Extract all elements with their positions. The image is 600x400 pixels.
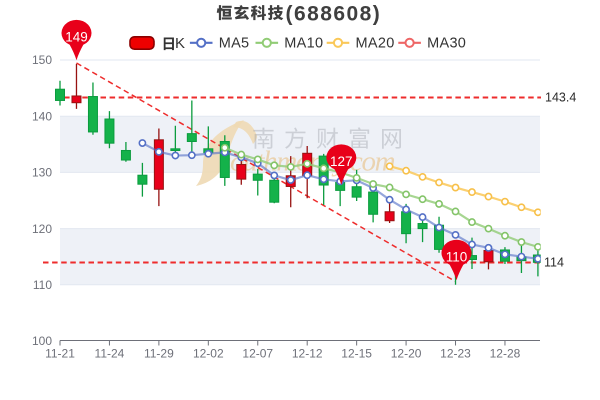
svg-text:K: K (175, 35, 185, 52)
svg-text:MA10: MA10 (284, 36, 323, 52)
svg-text:12-02: 12-02 (193, 347, 224, 361)
svg-text:130: 130 (32, 166, 52, 180)
svg-text:127: 127 (330, 154, 353, 169)
svg-text:110: 110 (33, 278, 52, 292)
svg-text:12-20: 12-20 (391, 347, 422, 361)
svg-text:12-07: 12-07 (242, 347, 273, 361)
svg-text:12-12: 12-12 (292, 347, 323, 361)
svg-text:143.4: 143.4 (545, 90, 576, 104)
svg-text:11-29: 11-29 (144, 347, 174, 361)
svg-text:150: 150 (32, 53, 52, 67)
svg-text:MA5: MA5 (219, 36, 250, 52)
svg-text:110: 110 (446, 250, 468, 265)
svg-text:(688608): (688608) (286, 2, 382, 25)
svg-text:MA20: MA20 (356, 36, 395, 52)
svg-text:140: 140 (32, 109, 52, 123)
svg-text:11-24: 11-24 (95, 347, 125, 361)
svg-text:12-28: 12-28 (490, 347, 521, 361)
svg-text:11-21: 11-21 (45, 347, 75, 361)
svg-text:100: 100 (32, 334, 52, 348)
svg-text:12-15: 12-15 (341, 347, 372, 361)
svg-text:149: 149 (65, 30, 88, 45)
svg-text:114: 114 (544, 256, 564, 270)
svg-text:12-23: 12-23 (440, 347, 471, 361)
svg-text:120: 120 (32, 222, 52, 236)
svg-text:MA30: MA30 (427, 36, 466, 52)
